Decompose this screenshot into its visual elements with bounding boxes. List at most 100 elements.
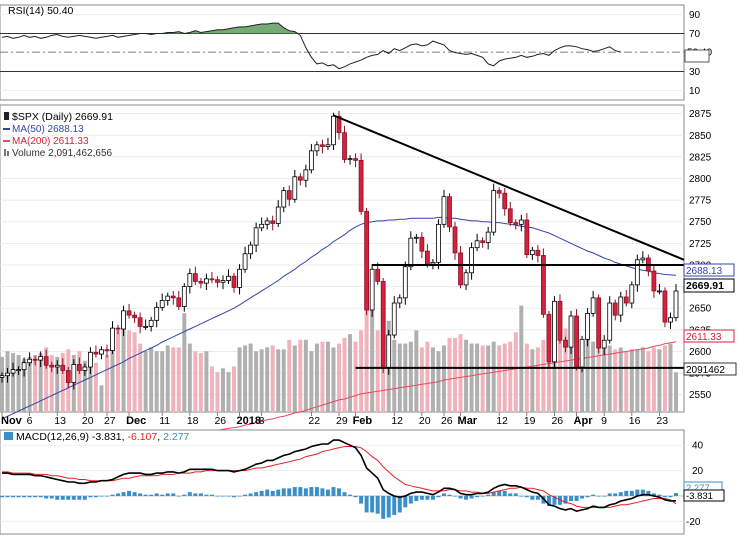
macd-legend-hist: 2.277 [163,431,189,443]
macd-histogram-bar [397,495,402,513]
candle-body [563,339,568,348]
candle-body [596,297,602,349]
x-axis-label: Nov [1,415,23,427]
macd-histogram-bar [0,495,4,498]
macd-histogram-bar [60,495,65,500]
candle-body [529,249,535,256]
volume-bar [193,351,198,412]
macd-histogram-bar [149,494,154,496]
candle-body [242,253,248,270]
candle-body [126,310,132,316]
candle-body [342,132,347,160]
candle-body [480,240,486,243]
macd-histogram-bar [121,492,126,496]
candle-body [88,351,93,368]
volume-bar [557,336,562,412]
rsi-legend-label: RSI(14) 50.40 [8,5,74,17]
volume-bar [408,341,413,412]
candle-body [215,279,220,283]
x-axis-label: 26 [441,415,453,427]
price-tick-label: 2825 [689,152,712,163]
volume-bar [331,347,336,412]
macd-histogram-bar [303,488,308,496]
candle-body [220,280,226,283]
macd-legend-swatch [4,432,13,440]
candle-body [579,338,585,368]
volume-bar [325,341,330,412]
volume-bar [651,347,656,412]
candle-body [253,227,259,246]
macd-histogram-bar [276,489,281,496]
volume-bar [530,349,535,412]
macd-histogram-bar [38,495,43,498]
volume-bar [535,347,540,412]
ma50-value-badge-text: 2688.13 [686,266,723,277]
volume-bar [121,326,126,412]
macd-histogram-bar [342,492,347,496]
volume-bar [453,337,458,412]
macd-histogram-bar [646,490,651,496]
x-axis-label: 27 [104,415,116,427]
candle-body [154,306,160,321]
candle-body [524,219,530,256]
candle-body [325,144,331,147]
macd-histogram-bar [585,495,590,498]
candle-body [176,297,182,307]
price-value-badge [683,278,735,293]
volume-bar [629,349,634,412]
candle-body [121,310,126,330]
candle-body [463,272,469,286]
volume-bar [596,343,601,412]
candle-body [552,300,557,363]
macd-histogram-bar [624,490,629,496]
candle-body [99,349,104,355]
macd-histogram-bar [370,495,375,513]
macd-histogram-bar [71,495,76,500]
candle-body [331,115,336,146]
candle-body [452,226,458,254]
volume-bar [613,349,618,412]
volume-bar [127,330,132,412]
volume-bar [618,347,623,412]
volume-bar [116,330,121,412]
volume-bar [209,366,214,412]
volume-bar [287,339,292,412]
macd-histogram-bar [580,495,585,499]
volume-legend-swatch [4,149,6,156]
macd-histogram-bar [165,493,170,496]
x-axis-label: 20 [419,415,431,427]
ma200-value-badge-text: 2611.33 [686,332,722,343]
volume-bar [359,330,364,412]
candle-body [320,144,325,147]
macd-histogram-bar [287,488,292,496]
macd-signal-line [2,446,677,508]
macd-histogram-bar [375,495,380,514]
macd-histogram-bar [530,495,535,500]
macd-histogram-bar [154,493,159,496]
candle-body [170,295,176,299]
price-tick-label: 2800 [689,174,712,185]
macd-histogram-bar [16,495,21,498]
macd-histogram-bar [325,489,330,496]
candle-body [535,249,541,256]
macd-histogram-bar [607,493,612,496]
candle-body [0,375,5,378]
candle-body [408,237,414,268]
macd-histogram-bar [182,494,187,496]
rsi-grid [0,14,684,91]
macd-histogram-bar [557,495,562,505]
macd-histogram-bar [187,492,192,496]
candle-body [314,144,320,152]
macd-line [2,439,677,513]
candle-body [10,369,16,374]
x-axis-label: 16 [629,415,641,427]
volume-value-badge [683,362,737,376]
macd-histogram-bar [519,495,524,497]
volume-bar [149,347,154,412]
candle-body [380,281,386,369]
macd-hist-badge-text: 2.277 [686,483,710,494]
macd-histogram-bar [563,495,568,504]
macd-histogram-bar [143,494,148,496]
